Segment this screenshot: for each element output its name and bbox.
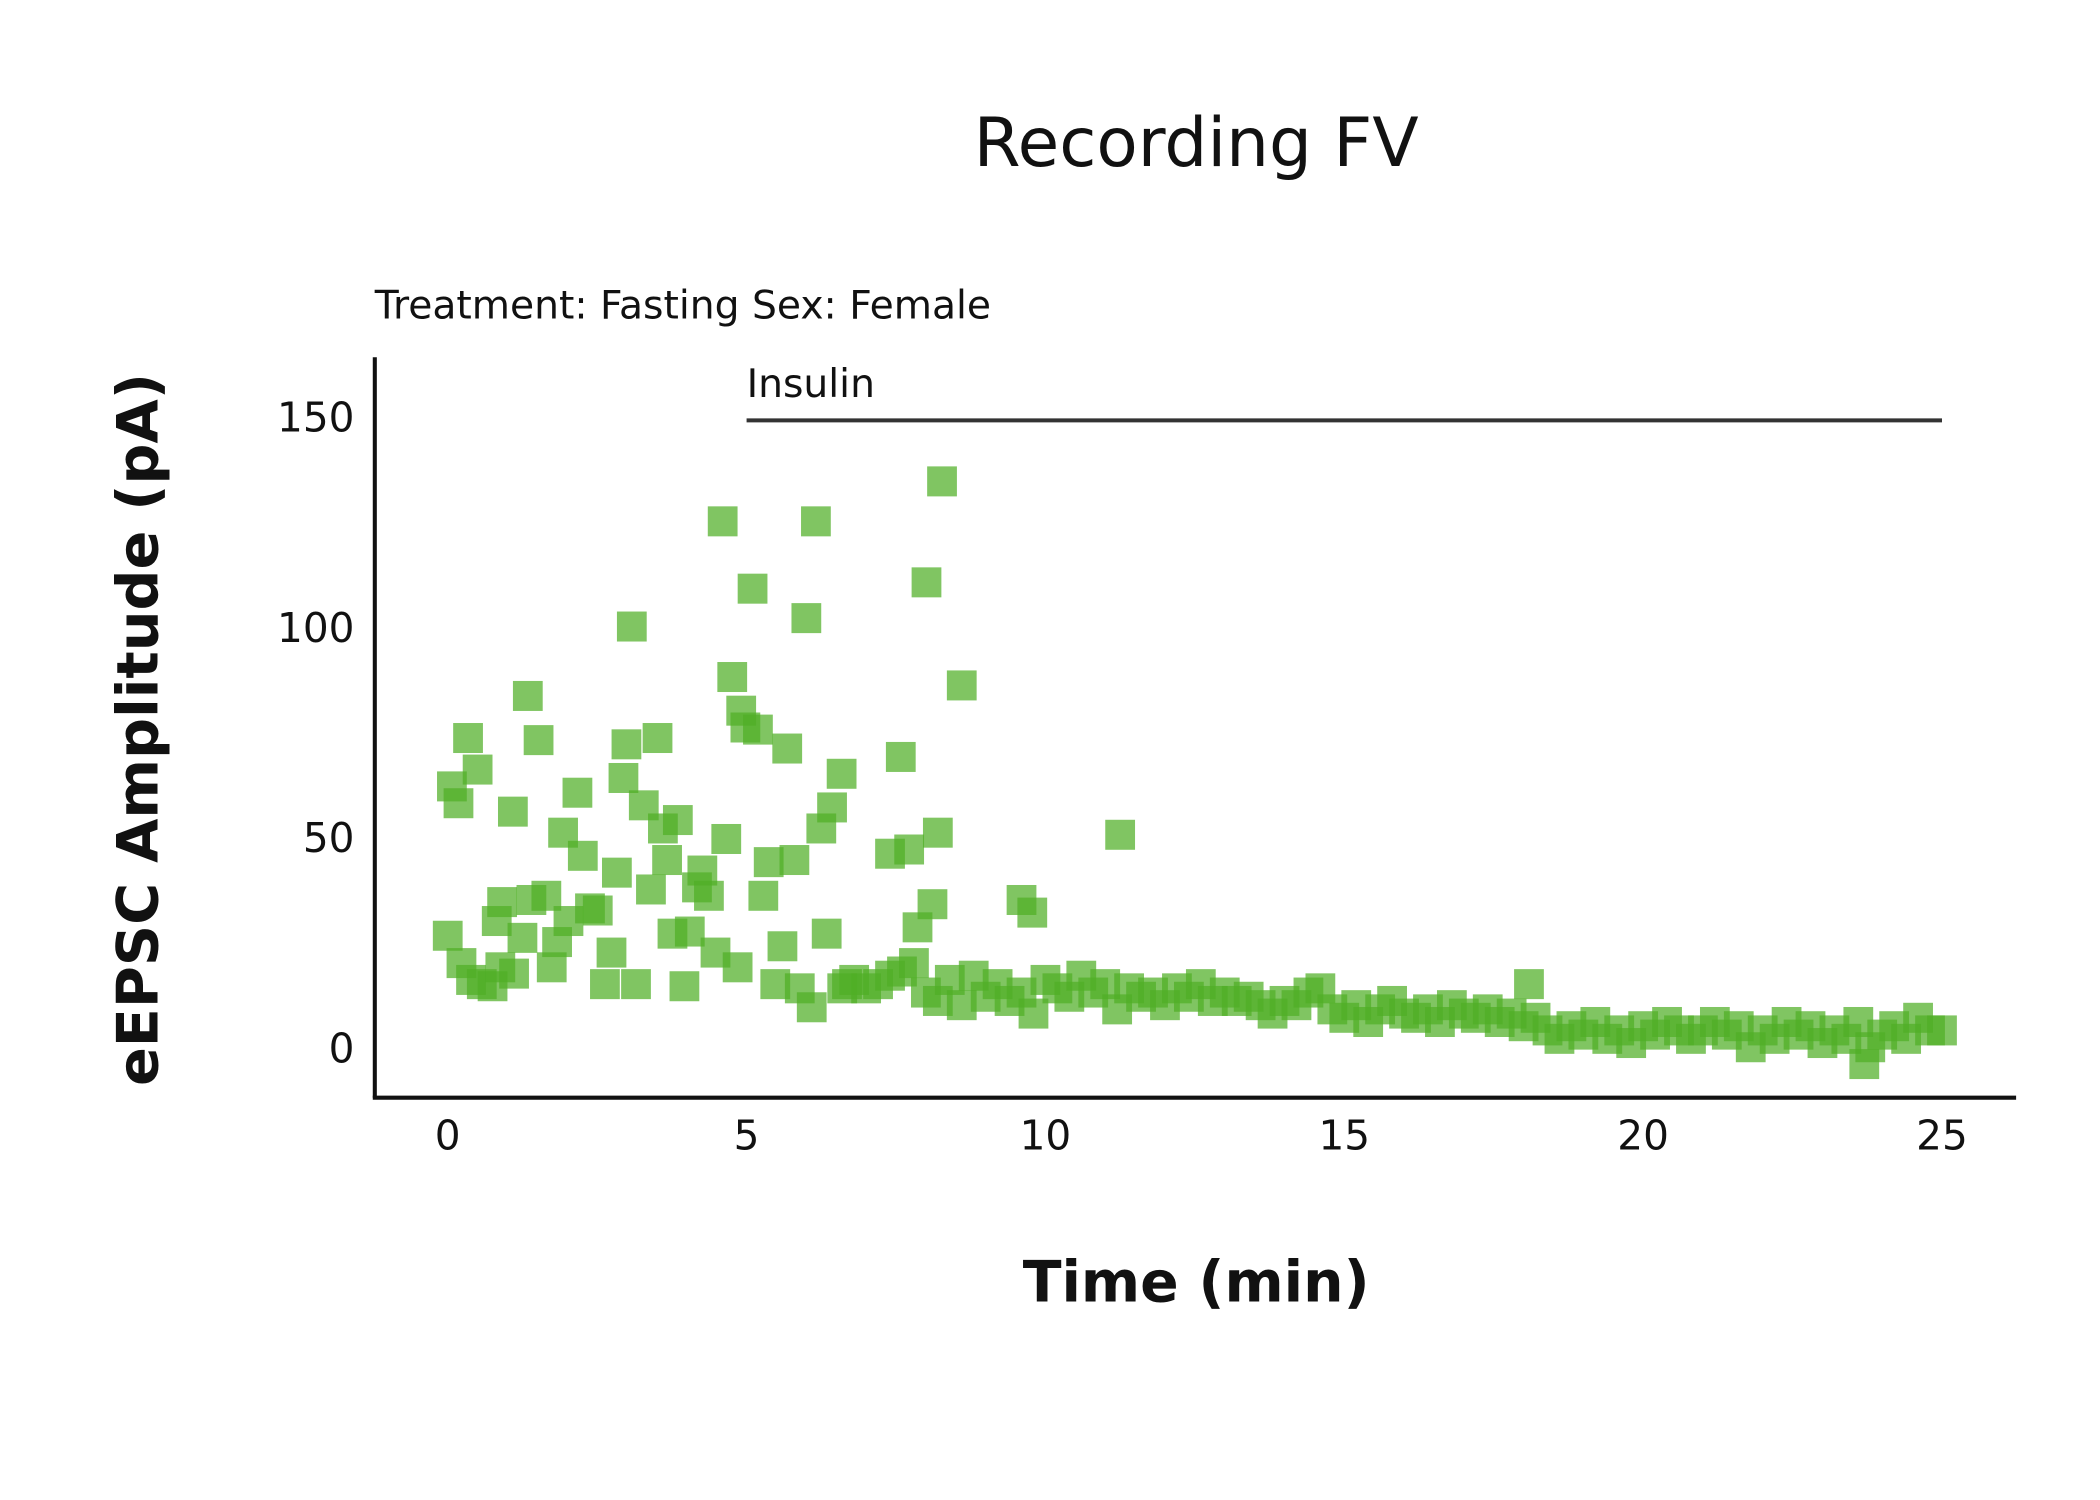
y-axis-label: eEPSC Amplitude (pA) [106,373,172,1086]
data-point [796,992,827,1023]
data-point [917,889,948,920]
data-point [674,916,705,947]
x-tick-label: 15 [1318,1112,1370,1160]
data-point [722,952,753,983]
x-tick-label: 25 [1916,1112,1968,1160]
data-point [832,969,862,1000]
data-point [652,845,682,876]
data-point [567,840,598,871]
data-point [717,662,748,693]
chart-subtitle: Treatment: Fasting Sex: Female [374,283,991,329]
data-point [523,725,554,756]
data-point [669,971,700,1002]
data-point [1927,1015,1957,1046]
data-point [772,733,803,764]
data-point [621,969,651,1000]
y-tick-label: 100 [277,604,354,652]
x-tick-label: 20 [1617,1112,1669,1160]
data-point [562,777,593,808]
y-tick-label: 0 [329,1024,355,1072]
data-point [711,823,742,854]
data-point [899,948,929,979]
data-point [642,723,673,754]
data-point [512,680,543,711]
data-point [453,723,483,754]
data-point [616,611,647,642]
data-point [611,729,642,760]
data-point [894,834,925,865]
data-point [1514,969,1544,1000]
data-point [432,920,463,951]
data-point [826,758,857,789]
data-point [499,958,529,989]
data-point [1017,897,1048,928]
x-tick-label: 10 [1020,1112,1072,1160]
data-point [487,887,518,918]
data-point [507,922,538,953]
data-point [817,792,847,823]
y-tick-label: 150 [277,393,354,441]
data-point [748,880,779,911]
data-point [753,847,784,878]
data-point [767,931,798,962]
data-point [662,805,693,836]
data-point [531,880,562,911]
data-point [596,937,627,968]
data-point [737,573,768,604]
data-point [743,714,773,745]
data-point [687,855,718,886]
data-point [922,817,953,848]
data-point [582,895,613,926]
data-point [497,796,528,827]
data-point [911,567,942,598]
data-point [927,466,957,497]
data-point [462,754,493,785]
annotation-label: Insulin [747,361,875,407]
data-point [443,788,474,819]
data-point [608,762,639,793]
chart-title: Recording FV [974,104,1419,183]
data-point [636,874,666,905]
x-tick-label: 0 [435,1112,461,1160]
data-point [590,969,620,1000]
data-point [694,880,724,911]
data-point [536,952,567,983]
x-axis-label: Time (min) [1023,1249,1370,1315]
y-tick-label: 50 [303,814,355,862]
x-tick-label: 5 [734,1112,760,1160]
data-point [791,603,822,634]
data-point [707,506,738,537]
data-point [1849,1049,1880,1080]
data-point [811,918,842,949]
data-point [801,506,831,537]
data-point [779,845,810,876]
data-point [885,741,916,772]
data-point [1105,819,1136,850]
data-point [601,857,632,888]
data-point [946,670,977,701]
data-point [1018,998,1049,1029]
